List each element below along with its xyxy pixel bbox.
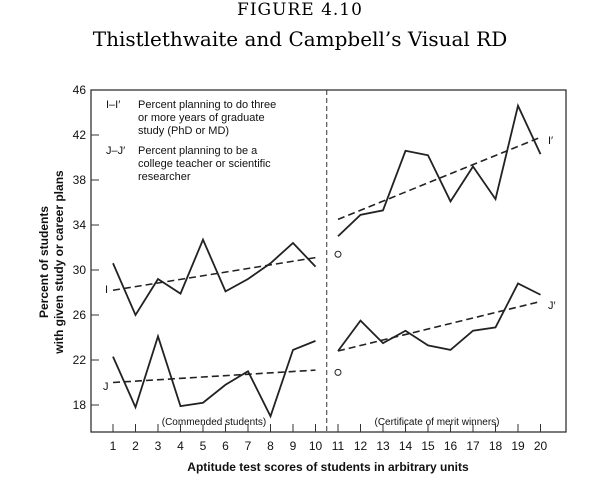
legend-key-1: I–I′ [106,99,120,111]
projected-point [334,368,342,376]
x-axis-label: Aptitude test scores of students in arbi… [187,460,469,474]
y-tick-label: 22 [73,353,87,367]
series-label-I: I [105,284,108,296]
legend-line: study (PhD or MD) [138,125,229,137]
x-tick-label: 14 [399,439,413,453]
region-label-right: (Certificate of merit winners) [374,417,499,428]
region-label-left: (Commended students) [162,417,267,428]
x-tick-label: 20 [534,439,548,453]
trend-line-I [112,256,316,292]
y-tick-label: 18 [73,398,87,412]
x-tick-label: 8 [267,439,274,453]
x-tick-label: 2 [132,439,139,453]
legend-line: Percent planning to be a [138,145,258,157]
y-tick-label: 42 [73,128,87,142]
x-tick-label: 11 [332,439,345,453]
series-label-I-prime: I′ [548,135,553,147]
x-tick-label: 17 [466,439,480,453]
projected-point [334,250,342,258]
x-tick-label: 7 [245,439,252,453]
series-line-J′ [337,282,541,352]
x-tick-label: 1 [110,439,117,453]
x-tick-label: 15 [421,439,435,453]
legend-line: or more years of graduate [138,112,265,124]
y-axis-label-2: with given study or career plans [52,170,66,355]
x-tick-label: 19 [511,439,525,453]
trend-line-I′ [337,136,541,221]
y-tick-label: 46 [73,83,87,97]
figure-number: FIGURE 4.10 [237,0,363,20]
y-tick-label: 34 [73,218,87,232]
x-tick-label: 18 [489,439,503,453]
figure-title: Thistlethwaite and Campbell’s Visual RD [92,27,508,51]
trend-line-J′ [337,300,541,352]
series-line-I′ [337,103,542,237]
legend-line: researcher [138,171,191,183]
series-label-J: J [103,381,109,393]
x-tick-label: 9 [290,439,297,453]
plot-frame [90,89,567,433]
y-axis-label-1: Percent of students [37,206,51,318]
legend-key-2: J–J′ [106,145,125,157]
x-tick-label: 10 [309,439,323,453]
x-tick-label: 13 [376,439,390,453]
trend-line-J [112,369,316,384]
series-label-J-prime: J′ [548,300,556,312]
y-tick-label: 38 [73,173,87,187]
y-tick-label: 26 [73,308,87,322]
x-tick-label: 4 [177,439,184,453]
x-tick-label: 3 [155,439,162,453]
x-tick-label: 5 [200,439,207,453]
y-tick-label: 30 [73,263,87,277]
x-tick-label: 6 [222,439,229,453]
legend-line: Percent planning to do three [138,99,276,111]
x-tick-label: 16 [444,439,458,453]
legend-line: college teacher or scientific [138,158,271,170]
series-line-J [112,333,316,419]
series-line-I [112,237,317,317]
x-tick-label: 12 [354,439,368,453]
